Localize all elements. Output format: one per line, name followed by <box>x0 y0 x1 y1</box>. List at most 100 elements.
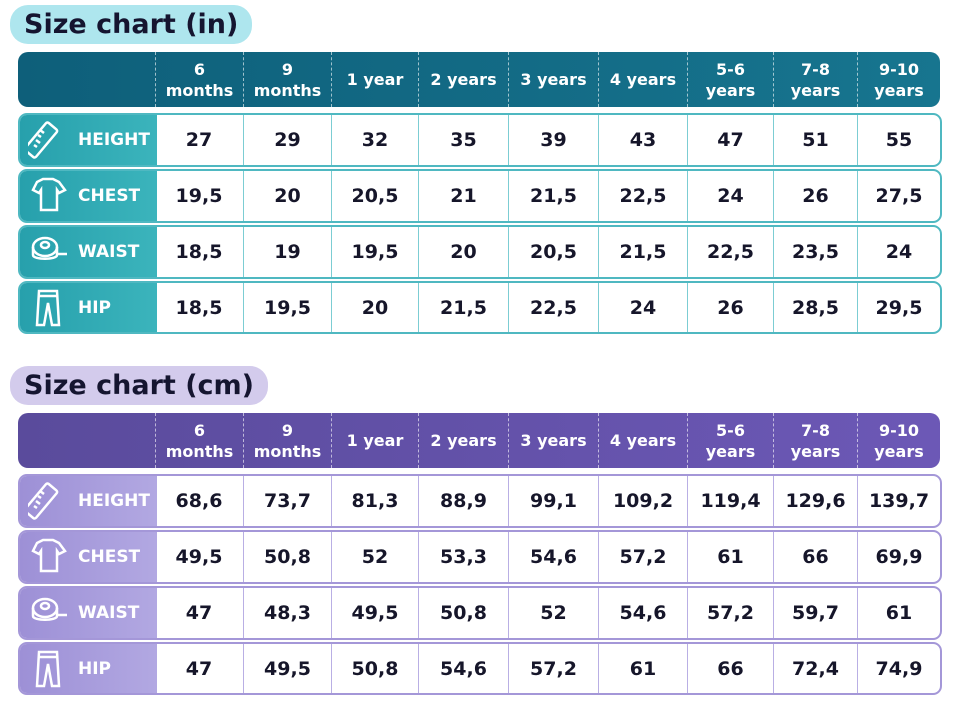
column-header-text: years <box>705 80 756 100</box>
column-header: 2 years <box>418 52 508 107</box>
chart-title: Size chart (cm) <box>10 366 269 405</box>
cell-value: 52 <box>331 532 418 582</box>
row-icon <box>31 236 67 260</box>
row-label: CHEST <box>78 547 141 567</box>
cell-value: 22,5 <box>508 283 598 332</box>
column-header: 3 years <box>508 52 598 107</box>
cell-value: 18,5 <box>175 296 223 319</box>
table-row: WAIST 18,5 19 19,5 20 20,5 21,5 22,5 23,5 24 <box>18 225 942 279</box>
cell-value: 69,9 <box>857 532 940 582</box>
cell-value: 29,5 <box>857 283 940 332</box>
column-header: 3 years <box>508 413 598 468</box>
header-row: 6 months 9 months 1 year 2 years 3 years 4 year… <box>18 52 940 107</box>
row-label-cell: CHEST <box>20 171 157 221</box>
column-header: 9-10 years <box>857 413 940 468</box>
cell-value: 19,5 <box>175 185 223 207</box>
cell-value: 22,5 <box>598 171 687 221</box>
column-header: 7-8 years <box>773 52 857 107</box>
column-header-text: 9 <box>281 420 294 440</box>
column-header: 7-8 years <box>773 413 857 468</box>
column-header-text: 3 years <box>520 431 587 450</box>
cell-value: 66 <box>687 644 773 693</box>
row-icon <box>31 597 67 621</box>
cell-value: 73,7 <box>243 476 331 526</box>
cell-value: 39 <box>508 115 598 165</box>
column-header-text: years <box>790 80 841 100</box>
column-header-text: months <box>165 80 234 100</box>
column-header: 9 months <box>243 413 331 468</box>
cell-value: 54,6 <box>508 532 598 582</box>
column-header: 2 years <box>418 413 508 468</box>
cell-value: 74,9 <box>857 644 940 693</box>
cell-value: 88,9 <box>418 476 508 526</box>
table-row: WAIST 47 48,3 49,5 50,8 52 54,6 57,2 59,7 61 <box>18 586 942 640</box>
cell-value: 19,5 <box>331 227 418 277</box>
cell-value: 21,5 <box>598 227 687 277</box>
column-header-text: 9 <box>281 59 294 79</box>
column-header-text: 5-6 <box>716 420 745 440</box>
column-header: 1 year <box>331 413 418 468</box>
row-icon <box>31 538 67 573</box>
cell-value: 21,5 <box>508 171 598 221</box>
table-row: HIP 47 49,5 50,8 54,6 57,2 61 66 72,4 74,9 <box>18 642 942 695</box>
column-header-text: 5-6 <box>716 59 745 79</box>
cell-value: 52 <box>508 588 598 638</box>
cell-value: 26 <box>687 283 773 332</box>
column-header-text: 9-10 <box>878 59 920 79</box>
column-header-text: months <box>253 441 322 461</box>
column-header: 9 months <box>243 52 331 107</box>
cell-value: 21,5 <box>418 283 508 332</box>
cell-value: 24 <box>857 227 940 277</box>
cell-value: 81,3 <box>331 476 418 526</box>
cell-value: 61 <box>598 644 687 693</box>
column-header: 6 months <box>155 413 243 468</box>
row-label: HIP <box>78 658 112 679</box>
column-header-text: 1 year <box>346 70 404 89</box>
column-header: 6 months <box>155 52 243 107</box>
row-label: HIP <box>78 297 112 318</box>
cell-value: 49,5 <box>175 546 223 568</box>
row-label: HEIGHT <box>78 130 150 150</box>
cell-value: 139,7 <box>857 476 940 526</box>
cell-value: 47 <box>185 657 213 680</box>
cell-value: 28,5 <box>773 283 857 332</box>
cell-value: 99,1 <box>508 476 598 526</box>
cell-value: 54,6 <box>598 588 687 638</box>
cell-value: 27 <box>185 129 213 151</box>
column-header: 4 years <box>598 52 687 107</box>
cell-value: 50,8 <box>418 588 508 638</box>
cell-value: 29 <box>243 115 331 165</box>
row-icon <box>35 650 61 687</box>
column-header: 1 year <box>331 52 418 107</box>
table-row: HEIGHT 68,6 73,7 81,3 88,9 99,1 109,2 119,4 129,… <box>18 474 942 528</box>
cell-value: 57,2 <box>508 644 598 693</box>
row-label-cell: WAIST <box>20 227 157 277</box>
column-header-text: 4 years <box>609 431 677 450</box>
cell-value: 61 <box>857 588 940 638</box>
column-header-text: years <box>705 441 756 461</box>
row-label: WAIST <box>78 603 140 623</box>
cell-value: 48,3 <box>243 588 331 638</box>
cell-value: 20,5 <box>331 171 418 221</box>
cell-value: 47 <box>185 602 213 624</box>
column-header-text: 2 years <box>430 431 497 450</box>
table-row: HIP 18,5 19,5 20 21,5 22,5 24 26 28,5 29,5 <box>18 281 942 334</box>
row-label-cell: HEIGHT <box>20 476 157 526</box>
column-header-text: months <box>165 441 234 461</box>
cell-value: 57,2 <box>598 532 687 582</box>
cell-value: 26 <box>773 171 857 221</box>
column-header-text: years <box>874 80 924 100</box>
table-row: CHEST 49,5 50,8 52 53,3 54,6 57,2 61 66 69,9 <box>18 530 942 584</box>
cell-value: 23,5 <box>773 227 857 277</box>
cell-value: 109,2 <box>598 476 687 526</box>
column-header-text: months <box>253 80 322 100</box>
cell-value: 20 <box>331 283 418 332</box>
cell-value: 59,7 <box>773 588 857 638</box>
cell-value: 49,5 <box>331 588 418 638</box>
column-header-text: 2 years <box>430 70 497 89</box>
cell-value: 47 <box>687 115 773 165</box>
cell-value: 129,6 <box>773 476 857 526</box>
row-label-cell: CHEST <box>20 532 157 582</box>
column-header: 4 years <box>598 413 687 468</box>
